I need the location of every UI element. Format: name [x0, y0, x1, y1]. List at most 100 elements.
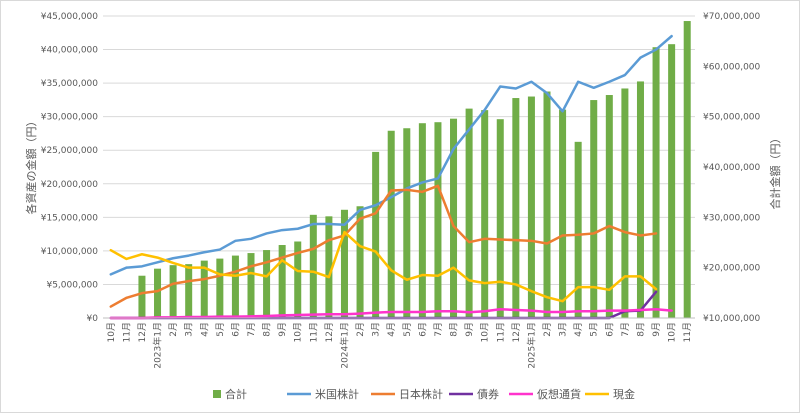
x-tick-label: 9月	[464, 322, 475, 337]
x-tick-label: 12月	[511, 322, 522, 342]
bar-total	[590, 100, 598, 318]
legend-label: 現金	[613, 387, 635, 401]
bar-total	[636, 81, 644, 318]
left-tick-label: ¥5,000,000	[46, 280, 98, 290]
x-tick-label: 5月	[589, 322, 600, 337]
x-tick-label: 9月	[651, 322, 662, 337]
bar-total	[574, 141, 582, 318]
left-tick-label: ¥45,000,000	[41, 12, 99, 22]
bar-total	[138, 275, 146, 318]
bar-total	[200, 260, 208, 318]
bar-total	[325, 216, 333, 318]
x-tick-label: 7月	[620, 322, 631, 337]
bar-total	[418, 123, 426, 319]
x-tick-label: 11月	[308, 322, 319, 342]
x-tick-label: 8月	[449, 322, 460, 337]
bar-total	[185, 264, 193, 318]
bar-total	[605, 95, 613, 318]
bar-total	[481, 110, 489, 318]
x-tick-label: 12月	[137, 322, 148, 342]
right-tick-label: ¥30,000,000	[703, 213, 761, 223]
bar-total	[387, 130, 395, 318]
x-tick-label: 2月	[168, 322, 179, 337]
bar-total	[340, 209, 348, 318]
bar-total	[496, 119, 504, 318]
bar-total	[543, 91, 551, 318]
x-tick-label: 2月	[355, 322, 366, 337]
bar-total	[294, 241, 302, 318]
right-tick-label: ¥20,000,000	[703, 264, 761, 274]
left-tick-label: ¥0	[87, 314, 99, 324]
left-tick-label: ¥40,000,000	[41, 46, 99, 56]
legend-label: 仮想通貨	[537, 387, 581, 401]
bar-total	[154, 268, 162, 318]
bar-total	[465, 108, 473, 318]
x-tick-label: 6月	[604, 322, 615, 337]
bar-total	[527, 96, 535, 319]
left-tick-label: ¥15,000,000	[41, 213, 99, 223]
x-tick-label: 2025年1月	[525, 322, 537, 369]
line-仮想通貨	[109, 308, 673, 320]
line-日本株計	[109, 184, 658, 308]
bar-total	[247, 253, 255, 318]
legend-label: 米国株計	[315, 387, 359, 401]
left-axis: ¥0 ¥5,000,000 ¥10,000,000 ¥15,000,000 ¥20,00…	[41, 12, 99, 324]
legend-label: 合計	[225, 387, 247, 401]
left-tick-label: ¥35,000,000	[41, 79, 99, 89]
bar-total	[512, 98, 520, 318]
x-tick-label: 5月	[215, 322, 226, 337]
bar-total	[263, 250, 271, 318]
legend-label: 債券	[477, 387, 499, 401]
x-tick-label: 11月	[121, 322, 132, 342]
right-tick-label: ¥10,000,000	[703, 314, 761, 324]
x-tick-label: 10月	[106, 322, 117, 342]
bar-total	[683, 21, 691, 319]
bar-total	[652, 47, 660, 318]
left-tick-label: ¥30,000,000	[41, 113, 99, 123]
x-axis: 10月 11月 12月 2023年1月 2月 3月 4月 5月 6月 7月 8月 9月 10月 11月 12…	[103, 317, 695, 369]
x-tick-label: 9月	[277, 322, 288, 337]
x-tick-label: 4月	[199, 322, 210, 337]
x-tick-label: 2023年1月	[152, 322, 164, 369]
line-債券	[109, 290, 658, 320]
left-tick-label: ¥25,000,000	[41, 146, 99, 156]
x-tick-label: 3月	[184, 322, 195, 337]
x-tick-label: 3月	[558, 322, 569, 337]
bar-total	[434, 122, 442, 318]
bar-total	[403, 128, 411, 318]
x-tick-label: 6月	[417, 322, 428, 337]
x-tick-label: 2月	[542, 322, 553, 337]
x-tick-label: 3月	[371, 322, 382, 337]
x-tick-label: 8月	[262, 322, 273, 337]
x-tick-label: 10月	[667, 322, 678, 342]
right-axis-title: 合計金額（円）	[768, 133, 782, 210]
x-tick-label: 6月	[230, 322, 241, 337]
right-tick-label: ¥60,000,000	[703, 62, 761, 72]
line-現金	[109, 230, 658, 303]
bar-series	[138, 21, 691, 319]
x-tick-label: 2024年1月	[338, 322, 350, 369]
bar-total	[559, 109, 567, 319]
left-tick-label: ¥10,000,000	[41, 247, 99, 257]
legend: 合計 米国株計 日本株計 債券 仮想通貨 現金	[213, 387, 635, 401]
right-axis: ¥10,000,000 ¥20,000,000 ¥30,000,000 ¥40,000…	[703, 12, 761, 324]
bar-total	[278, 245, 286, 318]
x-tick-label: 8月	[635, 322, 646, 337]
bar-total	[356, 206, 364, 318]
bar-total	[216, 258, 224, 318]
bar-total	[668, 44, 676, 318]
legend-swatch	[213, 390, 221, 398]
left-tick-label: ¥20,000,000	[41, 180, 99, 190]
bar-total	[450, 118, 458, 319]
x-tick-label: 7月	[246, 322, 257, 337]
bar-total	[621, 88, 629, 318]
x-tick-label: 12月	[324, 322, 335, 342]
bar-total	[169, 265, 177, 318]
bar-total	[309, 214, 317, 318]
x-tick-label: 4月	[386, 322, 397, 337]
x-tick-label: 7月	[433, 322, 444, 337]
right-tick-label: ¥40,000,000	[703, 163, 761, 173]
right-tick-label: ¥50,000,000	[703, 113, 761, 123]
